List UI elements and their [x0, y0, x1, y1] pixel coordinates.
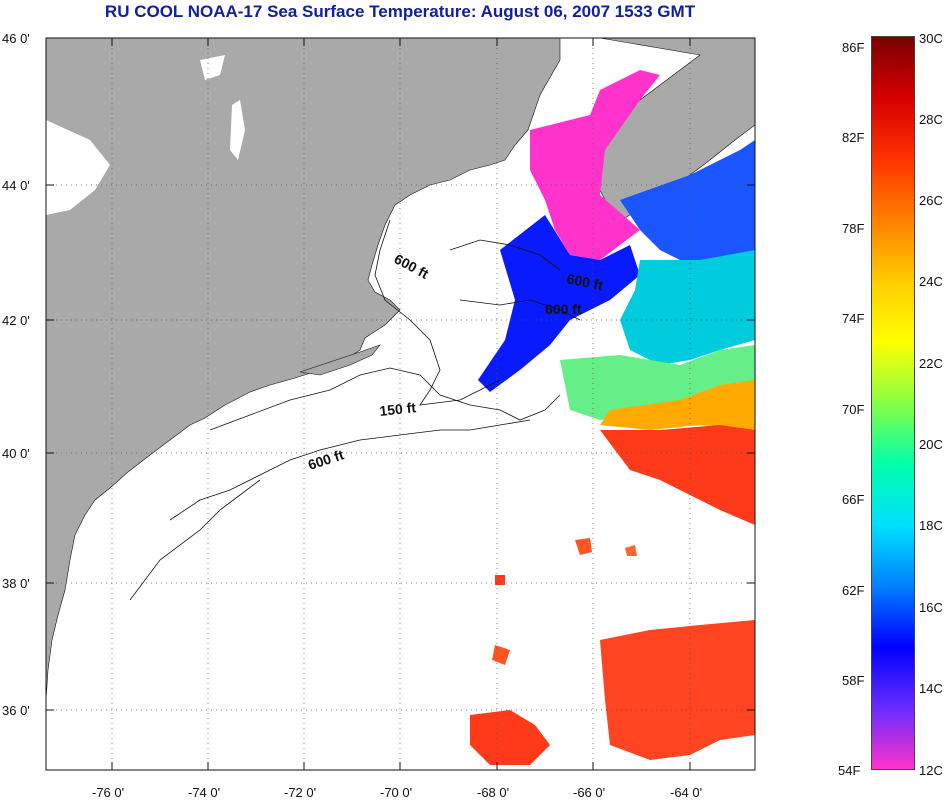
colorbar-f-label: 86F — [842, 40, 865, 55]
lon-label: -64 0' — [670, 785, 702, 800]
contour-label: 600 ft — [545, 301, 582, 317]
colorbar-c-label: 24C — [919, 274, 943, 289]
page-title: RU COOL NOAA-17 Sea Surface Temperature:… — [104, 2, 696, 21]
contour-label: 600 ft — [565, 270, 604, 293]
tick-marks — [46, 37, 755, 770]
colorbar-c-label: 14C — [919, 681, 943, 696]
contour-label: 150 ft — [379, 399, 417, 419]
colorbar-f-label: 82F — [842, 130, 865, 145]
lat-label: 40 0' — [2, 446, 30, 461]
colorbar-f-label: 70F — [842, 402, 865, 417]
colorbar-f-label: 58F — [842, 673, 865, 688]
lake — [230, 100, 245, 160]
bathymetry-contours — [129, 219, 581, 601]
lat-label: 44 0' — [2, 178, 30, 193]
lon-label: -76 0' — [92, 785, 124, 800]
colorbar-c-label: 18C — [919, 518, 943, 533]
lat-label: 36 0' — [2, 703, 30, 718]
colorbar-f-label: 54F — [838, 763, 861, 778]
colorbar-c-label: 16C — [919, 600, 943, 615]
lake — [200, 55, 225, 80]
lat-label: 38 0' — [2, 576, 30, 591]
lon-label: -66 0' — [573, 785, 605, 800]
lat-label: 46 0' — [2, 31, 30, 46]
colorbar-c-label: 28C — [919, 112, 943, 127]
land-mass — [45, 37, 561, 701]
land-long-island — [299, 344, 381, 376]
colorbar-f-label: 74F — [842, 311, 865, 326]
lon-label: -74 0' — [188, 785, 220, 800]
colorbar-c-label: 26C — [919, 193, 943, 208]
colorbar-c-label: 30C — [919, 31, 943, 46]
colorbar-c-label: 22C — [919, 356, 943, 371]
colorbar-f-label: 66F — [842, 492, 865, 507]
temperature-colorbar — [871, 36, 915, 770]
colorbar-f-label: 78F — [842, 221, 865, 236]
colorbar-f-label: 62F — [842, 583, 865, 598]
lon-label: -68 0' — [477, 785, 509, 800]
lat-label: 42 0' — [2, 313, 30, 328]
sst-data — [470, 70, 755, 765]
lake — [46, 120, 110, 215]
colorbar-c-label: 12C — [919, 763, 943, 778]
lon-label: -70 0' — [380, 785, 412, 800]
colorbar-c-label: 20C — [919, 437, 943, 452]
graticule — [46, 38, 755, 770]
lon-label: -72 0' — [284, 785, 316, 800]
